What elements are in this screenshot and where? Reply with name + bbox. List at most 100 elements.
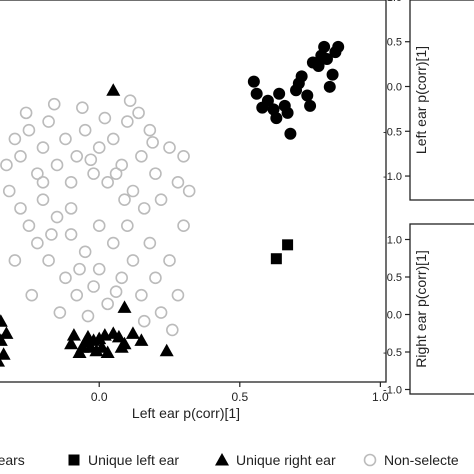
y-tick-label: -0.5	[383, 126, 402, 138]
both-ears-point	[312, 59, 325, 72]
non-selected-point	[36, 141, 50, 154]
non-selected-point	[50, 210, 64, 224]
unique-right-ear-point	[117, 336, 132, 350]
unique-right-ear-point	[111, 329, 126, 343]
non-selected-point	[31, 236, 44, 250]
y-tick-label: 0.5	[387, 272, 402, 284]
non-selected-point	[22, 123, 36, 137]
non-selected-point	[92, 262, 106, 276]
top-right-y-axis: 1.0 0.5 0.0 -0.5 -1.0	[383, 0, 410, 183]
non-selected-point	[70, 288, 84, 302]
non-selected-point	[64, 176, 78, 189]
unique-right-ear-point	[125, 326, 140, 339]
non-selected-point	[149, 271, 162, 285]
non-selected-point	[137, 314, 151, 328]
non-selected-point	[143, 123, 157, 137]
non-selected-point	[50, 158, 64, 172]
legend: th ears Unique left ear Unique right ear No…	[0, 452, 459, 468]
both-ears-point	[247, 75, 260, 88]
unique-right-ear-point	[64, 336, 79, 350]
unique-right-ear-point	[0, 357, 5, 367]
non-selected-point	[22, 219, 36, 233]
both-ears-point	[320, 53, 333, 66]
y-tick-label: 0.5	[387, 37, 402, 49]
both-ears-point	[326, 68, 339, 81]
y-tick-label: -0.5	[383, 347, 402, 359]
non-selected-point	[106, 236, 120, 250]
non-selected-point	[171, 288, 185, 302]
non-selected-point	[53, 306, 67, 319]
unique-right-ear-point	[159, 343, 174, 357]
main-x-axis-label: Left ear p(corr)[1]	[132, 405, 240, 421]
non-selected-point	[182, 184, 196, 198]
unique-right-ear-point	[0, 333, 8, 346]
non-selected-point	[78, 123, 92, 137]
main-plot-points	[0, 40, 345, 367]
unique-left-ear-point	[270, 253, 282, 265]
non-selected-point	[64, 202, 78, 215]
non-selected-point	[87, 167, 100, 180]
non-selected-point	[101, 297, 114, 311]
y-tick-label: 1.0	[387, 235, 402, 247]
legend-label: Unique left ear	[88, 452, 179, 468]
y-tick-label: 1.0	[387, 0, 402, 4]
unique-right-ear-point	[0, 347, 11, 360]
non-selected-point	[121, 115, 134, 128]
y-tick-label: 0.0	[387, 310, 402, 322]
unique-right-ear-point	[134, 333, 149, 346]
non-selected-point	[81, 309, 95, 323]
bottom-right-y-axis: 1.0 0.5 0.0 -0.5 -1.0	[383, 235, 410, 397]
both-ears-point	[295, 70, 308, 83]
top-right-plot-frame	[409, 0, 474, 201]
non-selected-point	[14, 202, 27, 215]
non-selected-point	[76, 101, 89, 114]
x-tick-label: 1.0	[372, 390, 389, 404]
non-selected-point	[84, 153, 98, 167]
y-tick-label: 0.0	[387, 82, 402, 94]
non-selected-point	[154, 193, 168, 206]
unique-right-ear-point	[89, 343, 104, 357]
non-selected-point	[47, 97, 61, 111]
both-ears-point	[332, 40, 345, 53]
non-selected-point	[42, 115, 55, 128]
non-selected-point	[2, 184, 16, 198]
non-selected-point	[45, 228, 58, 241]
non-selected-point	[126, 184, 140, 198]
non-selected-point	[126, 254, 140, 267]
non-selected-point	[14, 149, 27, 163]
unique-right-ear-point	[0, 326, 14, 339]
non-selected-point	[36, 193, 50, 206]
non-selected-point	[115, 158, 129, 172]
non-selected-point	[109, 167, 123, 180]
y-tick-label: -1.0	[383, 171, 402, 183]
both-ears-point	[273, 87, 286, 100]
non-selected-point	[92, 219, 106, 233]
x-tick-label: 0.5	[231, 390, 248, 404]
non-selected-point	[19, 106, 33, 120]
legend-marker	[215, 453, 229, 466]
non-selected-point	[59, 271, 72, 285]
non-selected-point	[166, 323, 179, 337]
non-selected-point	[78, 245, 92, 259]
non-selected-point	[171, 176, 185, 189]
legend-marker	[68, 454, 80, 466]
unique-left-ear-point	[282, 239, 294, 251]
both-ears-point	[304, 99, 317, 112]
top-right-y-axis-label: Left ear p(corr)[1]	[413, 46, 429, 154]
non-selected-point	[106, 132, 120, 146]
non-selected-point	[36, 176, 50, 189]
non-selected-point	[42, 254, 55, 267]
non-selected-point	[98, 111, 112, 125]
both-ears-point	[284, 127, 297, 140]
non-selected-point	[137, 202, 151, 215]
non-selected-point	[109, 285, 123, 299]
non-selected-point	[87, 280, 100, 293]
non-selected-point	[25, 288, 39, 302]
legend-label: Unique right ear	[236, 452, 336, 468]
y-tick-label: -1.0	[383, 385, 402, 397]
both-ears-point	[323, 80, 336, 93]
non-selected-point	[143, 236, 157, 250]
main-x-axis: 0.0 0.5 1.0	[91, 382, 389, 404]
non-selected-point	[101, 176, 114, 189]
